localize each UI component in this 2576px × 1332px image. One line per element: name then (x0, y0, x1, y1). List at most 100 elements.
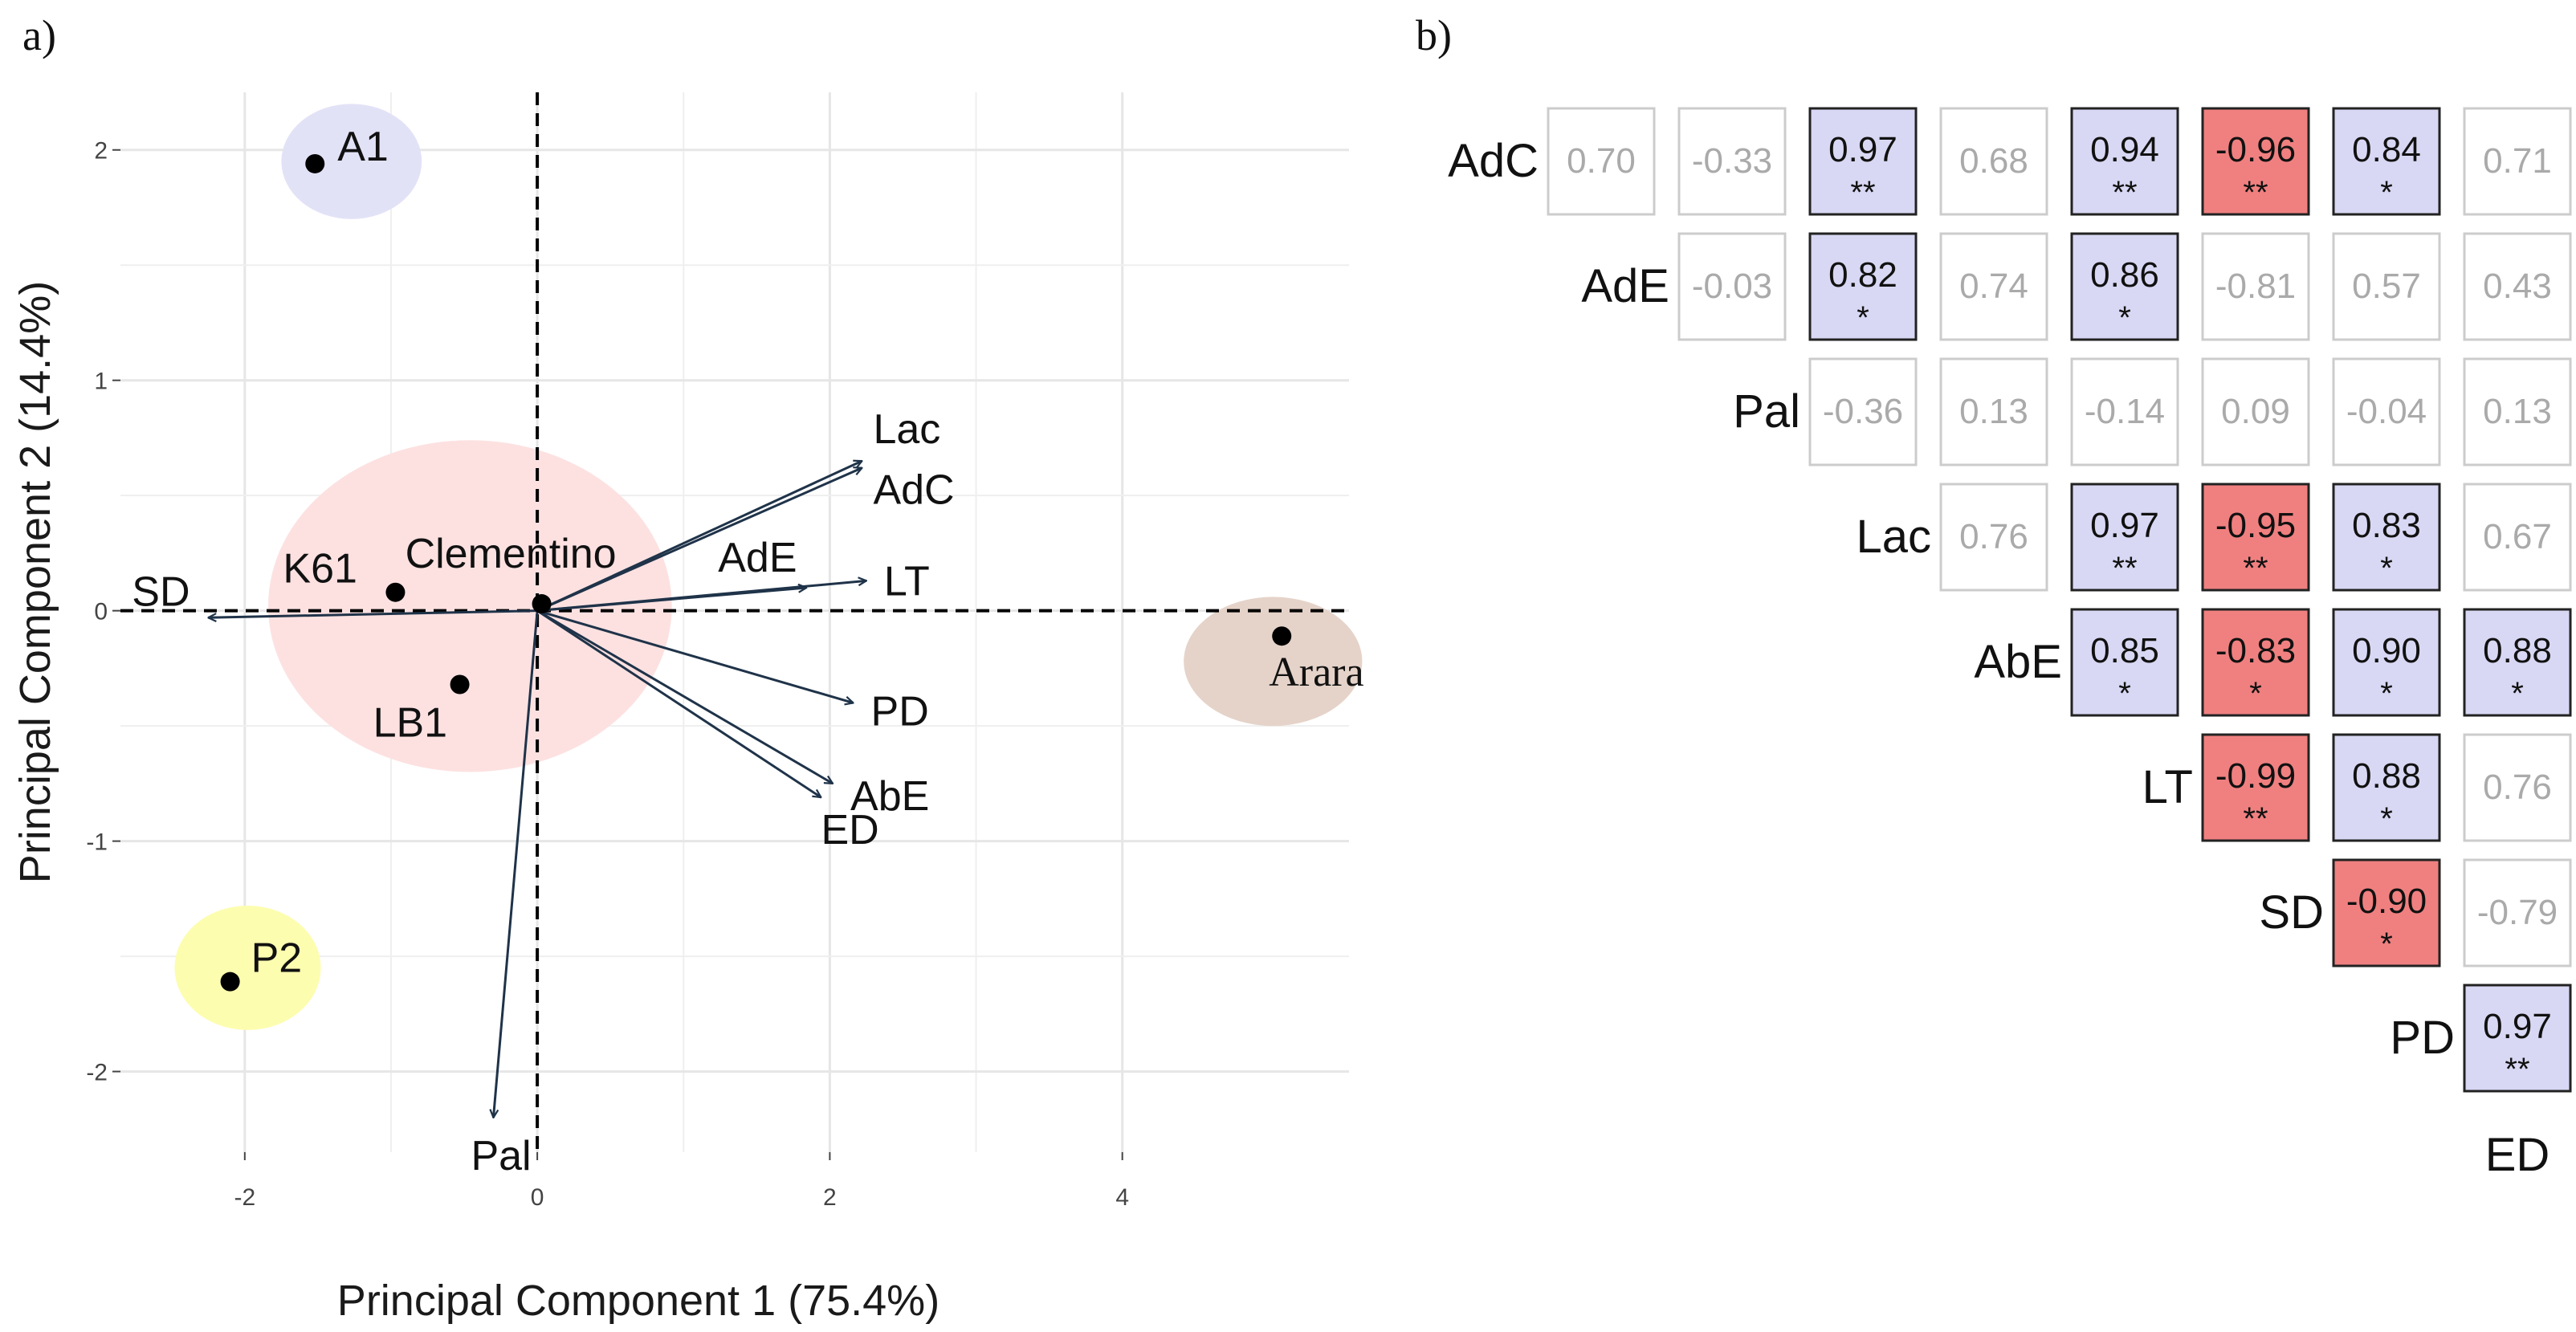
corr-cell-box (2201, 608, 2310, 717)
corr-value: 0.43 (2483, 267, 2552, 306)
y-axis-label: Principal Component 2 (14.4%) (11, 281, 59, 883)
corr-value: 0.13 (1959, 392, 2028, 431)
corr-cell-box (2332, 608, 2441, 717)
corr-value: 0.97 (2090, 506, 2159, 545)
x-tick-label: 4 (1115, 1184, 1129, 1211)
corr-value: 0.74 (1959, 267, 2028, 306)
vector-abe (536, 609, 833, 785)
vector-label-adc: AdC (873, 467, 954, 514)
corr-significance: ** (1850, 175, 1875, 210)
corr-significance: ** (2243, 551, 2268, 586)
corr-cell-box (2070, 107, 2179, 216)
corr-value: 0.88 (2352, 756, 2421, 796)
vector-pal (493, 610, 539, 1118)
ellipse-clementino (267, 440, 672, 772)
point-lb1 (450, 674, 470, 695)
corr-value: 0.86 (2090, 255, 2159, 295)
corr-cell-box (2201, 232, 2310, 341)
corr-cell-box (2332, 357, 2441, 466)
vector-adc (536, 468, 862, 613)
corr-cell: 0.71 (2463, 107, 2572, 216)
corr-significance: ** (2243, 801, 2268, 837)
corr-value: 0.83 (2352, 506, 2421, 545)
corr-cell-box (2463, 858, 2572, 967)
corr-cell: 0.76 (2463, 733, 2572, 842)
corr-value: 0.97 (2483, 1007, 2552, 1046)
point-k61 (385, 582, 406, 602)
corr-value: 0.71 (2483, 141, 2552, 181)
corr-significance: * (2118, 300, 2131, 336)
y-tick-label: -1 (86, 829, 108, 856)
point-label-lb1: LB1 (373, 699, 448, 746)
corr-value: 0.76 (1959, 517, 2028, 556)
corr-cell: 0.97 ** (2070, 483, 2179, 592)
corr-cell: 0.57 (2332, 232, 2441, 341)
vector-label-ade: AdE (718, 535, 797, 581)
corr-cell-box (2070, 232, 2179, 341)
point-a1 (305, 153, 325, 173)
corr-significance: ** (2505, 1052, 2529, 1087)
vector-lt (536, 580, 866, 613)
corr-cell-box (2201, 733, 2310, 842)
corr-cell-box (2070, 608, 2179, 717)
vector-sd (208, 609, 538, 618)
corr-significance: * (2249, 676, 2262, 711)
corr-cell: 0.67 (2463, 483, 2572, 592)
vector-label-pal: Pal (471, 1133, 531, 1179)
corr-value: 0.94 (2090, 130, 2159, 169)
corr-cell-box (1939, 483, 2048, 592)
corr-cell: 0.13 (1939, 357, 2048, 466)
corr-value: 0.57 (2352, 267, 2421, 306)
corr-cell-box (1939, 107, 2048, 216)
corr-value: 0.70 (1567, 141, 1636, 181)
corr-cell-box (2463, 232, 2572, 341)
vector-pd (536, 609, 853, 703)
corr-cell-box (1808, 232, 1918, 341)
corr-value: -0.79 (2477, 893, 2558, 932)
point-label-clementino: Clementino (406, 531, 617, 577)
col-label-ed: ED (2485, 1129, 2550, 1181)
point-label-arara: Arara (1269, 650, 1363, 695)
corr-value: 0.76 (2483, 768, 2552, 807)
corr-cell-box (1547, 107, 1656, 216)
corr-cell: 0.68 (1939, 107, 2048, 216)
corr-significance: ** (2112, 175, 2137, 210)
corr-significance: * (2380, 801, 2393, 837)
corr-significance: * (2380, 676, 2393, 711)
corr-cell-box (2201, 483, 2310, 592)
corr-cell: -0.90 * (2332, 858, 2441, 967)
corr-cell: 0.85 * (2070, 608, 2179, 717)
corr-value: -0.33 (1692, 141, 1772, 181)
corr-value: -0.14 (2085, 392, 2165, 431)
corr-cell-box (1808, 357, 1918, 466)
corr-value: -0.95 (2215, 506, 2296, 545)
row-label-pd: PD (2390, 1012, 2455, 1064)
corr-significance: ** (2112, 551, 2137, 586)
ellipse-p2 (174, 905, 321, 1030)
corr-cell: 0.88 * (2463, 608, 2572, 717)
corr-value: 0.82 (1828, 255, 1897, 295)
corr-value: -0.03 (1692, 267, 1772, 306)
row-label-ade: AdE (1581, 260, 1669, 312)
corr-cell: -0.33 (1677, 107, 1787, 216)
corr-cell: 0.43 (2463, 232, 2572, 341)
corr-cell-box (2463, 984, 2572, 1093)
vector-label-abe: AbE (850, 773, 929, 820)
corr-cell-box (2332, 107, 2441, 216)
corr-value: -0.81 (2215, 267, 2296, 306)
corr-value: -0.96 (2215, 130, 2296, 169)
correlation-matrix: AdC 0.70 -0.33 0.97**0.68 0.94**-0.96**0.84*… (1448, 107, 2572, 1181)
row-label-adc: AdC (1448, 135, 1539, 187)
corr-cell: -0.03 (1677, 232, 1787, 341)
corr-cell: 0.97 ** (2463, 984, 2572, 1093)
corr-cell-box (2070, 357, 2179, 466)
corr-value: -0.99 (2215, 756, 2296, 796)
point-label-k61: K61 (283, 546, 357, 593)
corr-value: 0.85 (2090, 631, 2159, 670)
corr-cell: -0.99 ** (2201, 733, 2310, 842)
corr-cell-box (2463, 357, 2572, 466)
corr-value: 0.67 (2483, 517, 2552, 556)
corr-cell-box (1808, 107, 1918, 216)
corr-value: 0.68 (1959, 141, 2028, 181)
